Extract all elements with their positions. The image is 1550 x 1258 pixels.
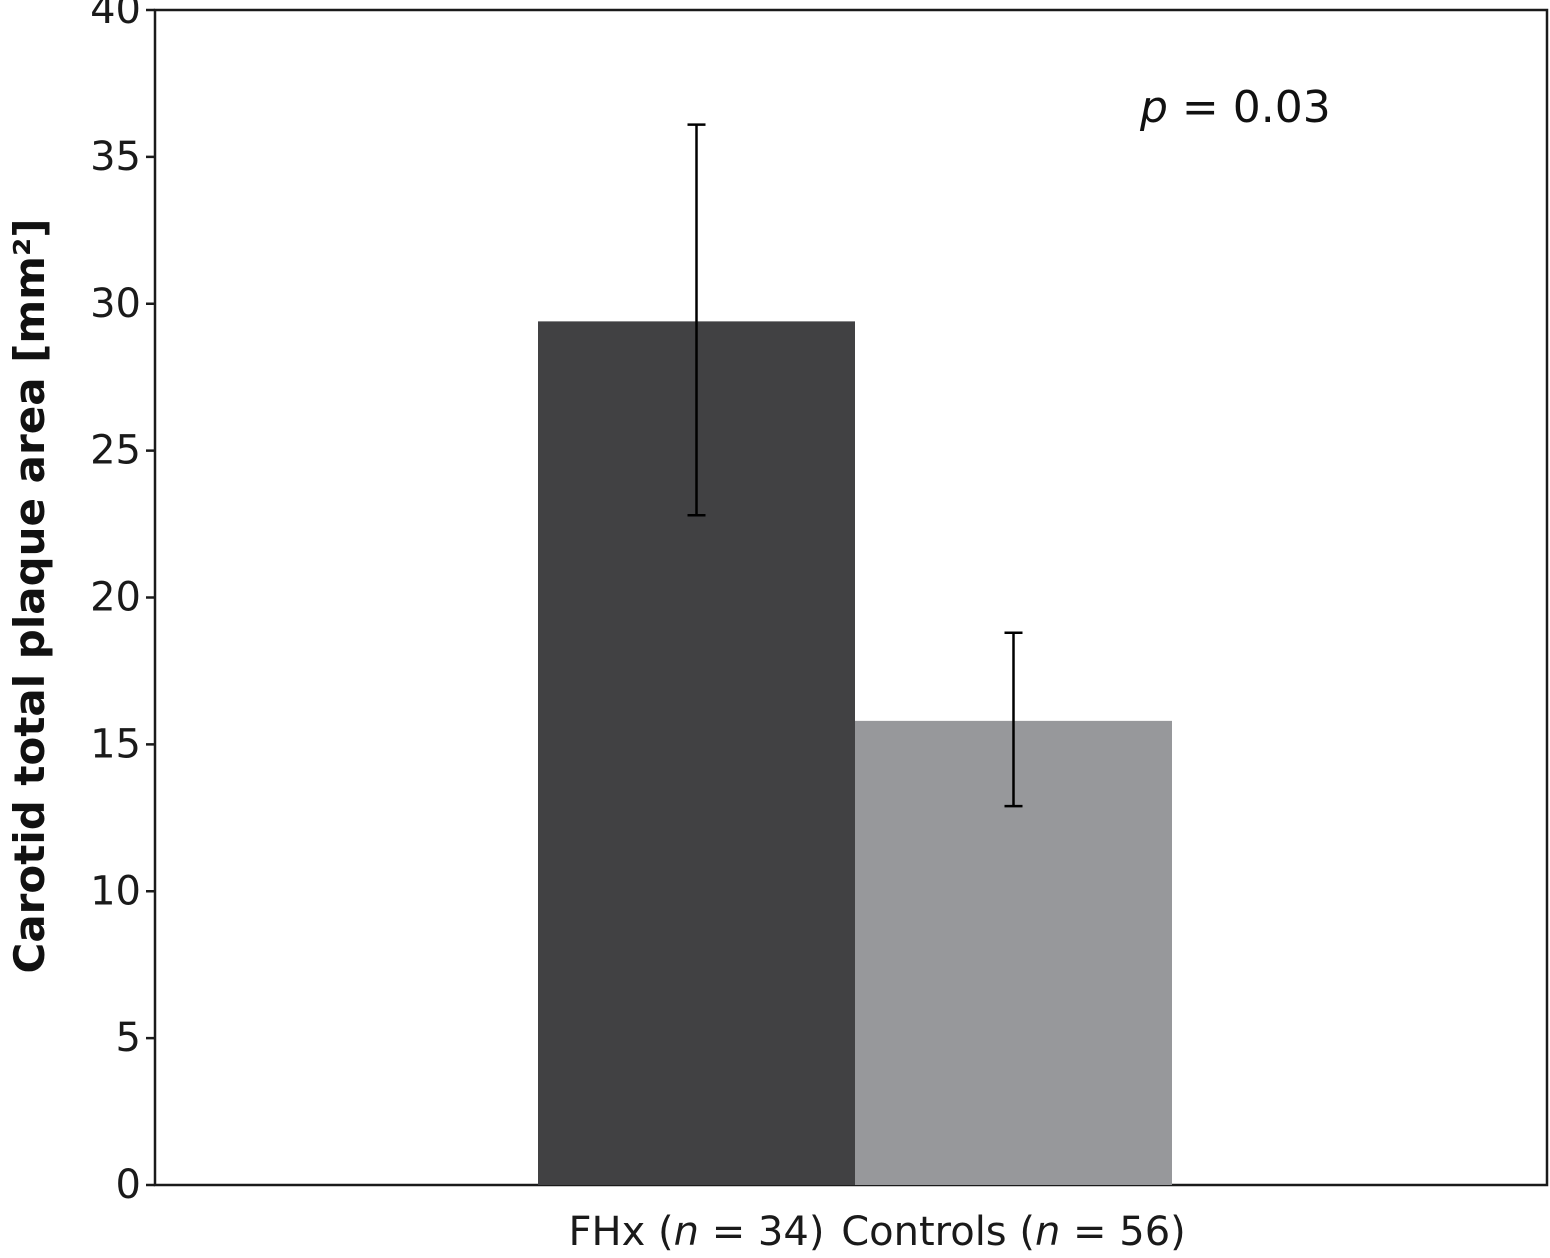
y-axis-label: Carotid total plaque area [mm²] (5, 219, 54, 974)
p-value-text: = 0.03 (1168, 82, 1331, 133)
y-tick-label: 25 (90, 428, 141, 474)
y-tick-label: 15 (90, 721, 141, 767)
x-category-label-part: = 34) (699, 1209, 824, 1255)
y-tick-label: 5 (116, 1015, 141, 1061)
p-value-annotation: p = 0.03 (1139, 82, 1331, 133)
y-tick-label: 40 (90, 0, 141, 33)
y-tick-label: 0 (116, 1162, 141, 1208)
x-category-labels: FHx (n = 34) Controls (n = 56) (569, 1209, 1186, 1255)
y-tick-label: 30 (90, 281, 141, 327)
error-bars (687, 123, 1023, 808)
bars (538, 321, 1172, 1185)
x-category-label: Controls (n = 56) (841, 1209, 1186, 1255)
x-category-label-part: Controls ( (841, 1209, 1035, 1255)
y-axis-ticks: 0 5 10 15 20 25 30 35 40 (90, 0, 155, 1208)
y-tick-label: 35 (90, 134, 141, 180)
y-tick-label: 20 (90, 575, 141, 621)
x-category-label-part: = 56) (1060, 1209, 1185, 1255)
p-value-symbol: p (1139, 82, 1168, 133)
y-tick-label: 10 (90, 868, 141, 914)
x-category-label-part: n (1035, 1209, 1060, 1255)
x-category-label-part: n (674, 1209, 699, 1255)
x-category-label-part: FHx ( (569, 1209, 674, 1255)
x-category-label: FHx (n = 34) (569, 1209, 825, 1255)
